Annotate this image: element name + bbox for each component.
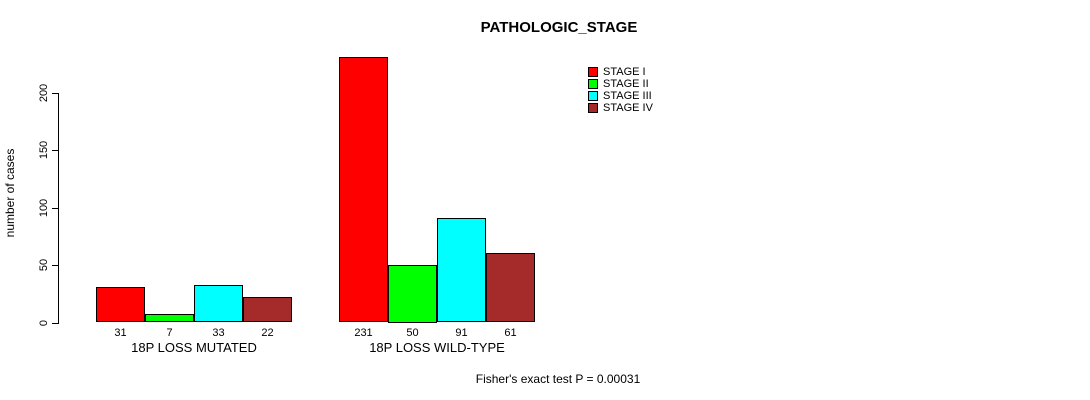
y-axis-tick xyxy=(52,207,58,209)
bar-stage-iv xyxy=(486,252,535,323)
bar-value-label: 31 xyxy=(114,327,127,339)
legend-row: STAGE I xyxy=(588,66,653,78)
bar-value-label: 7 xyxy=(166,327,173,339)
y-axis-tick-label: 200 xyxy=(38,83,50,103)
y-axis-tick-label: 50 xyxy=(38,259,50,272)
bar-value-label: 231 xyxy=(354,327,373,339)
legend-row: STAGE II xyxy=(588,78,653,90)
legend: STAGE I STAGE II STAGE III STAGE IV xyxy=(588,66,653,114)
category-label: 18P LOSS WILD-TYPE xyxy=(369,340,505,355)
bar-stage-iv xyxy=(243,297,292,323)
bar-stage-ii xyxy=(388,265,437,323)
y-axis-label: number of cases xyxy=(3,148,17,238)
bar-value-label: 91 xyxy=(455,327,468,339)
bar-stage-i xyxy=(339,57,388,323)
legend-swatch-icon xyxy=(588,103,598,113)
legend-label: STAGE III xyxy=(603,90,652,102)
legend-row: STAGE IV xyxy=(588,102,653,114)
y-axis-tick-label: 100 xyxy=(38,198,50,217)
y-axis-line xyxy=(58,93,59,324)
category-label: 18P LOSS MUTATED xyxy=(131,340,257,355)
bar-stage-ii xyxy=(145,314,194,323)
y-axis-tick xyxy=(52,93,58,94)
chart-title: PATHOLOGIC_STAGE xyxy=(480,19,638,36)
y-axis-tick xyxy=(52,322,58,324)
fisher-test-note: Fisher's exact test P = 0.00031 xyxy=(475,372,641,386)
y-axis-tick xyxy=(52,265,58,267)
legend-label: STAGE IV xyxy=(603,102,653,114)
bar-value-label: 22 xyxy=(261,327,274,339)
legend-swatch-icon xyxy=(588,79,598,89)
legend-label: STAGE I xyxy=(603,66,646,78)
legend-swatch-icon xyxy=(588,91,598,101)
bar-stage-i xyxy=(96,286,145,323)
bar-value-label: 50 xyxy=(406,327,419,339)
bar-value-label: 61 xyxy=(504,327,517,339)
legend-swatch-icon xyxy=(588,67,598,77)
legend-label: STAGE II xyxy=(603,78,649,90)
legend-row: STAGE III xyxy=(588,90,653,102)
bar-stage-iii xyxy=(194,284,243,323)
y-axis-tick xyxy=(52,150,58,152)
bar-value-label: 33 xyxy=(212,327,225,339)
y-axis-tick-label: 150 xyxy=(38,141,50,160)
y-axis-tick-label: 0 xyxy=(38,319,50,326)
bar-stage-iii xyxy=(437,218,486,323)
